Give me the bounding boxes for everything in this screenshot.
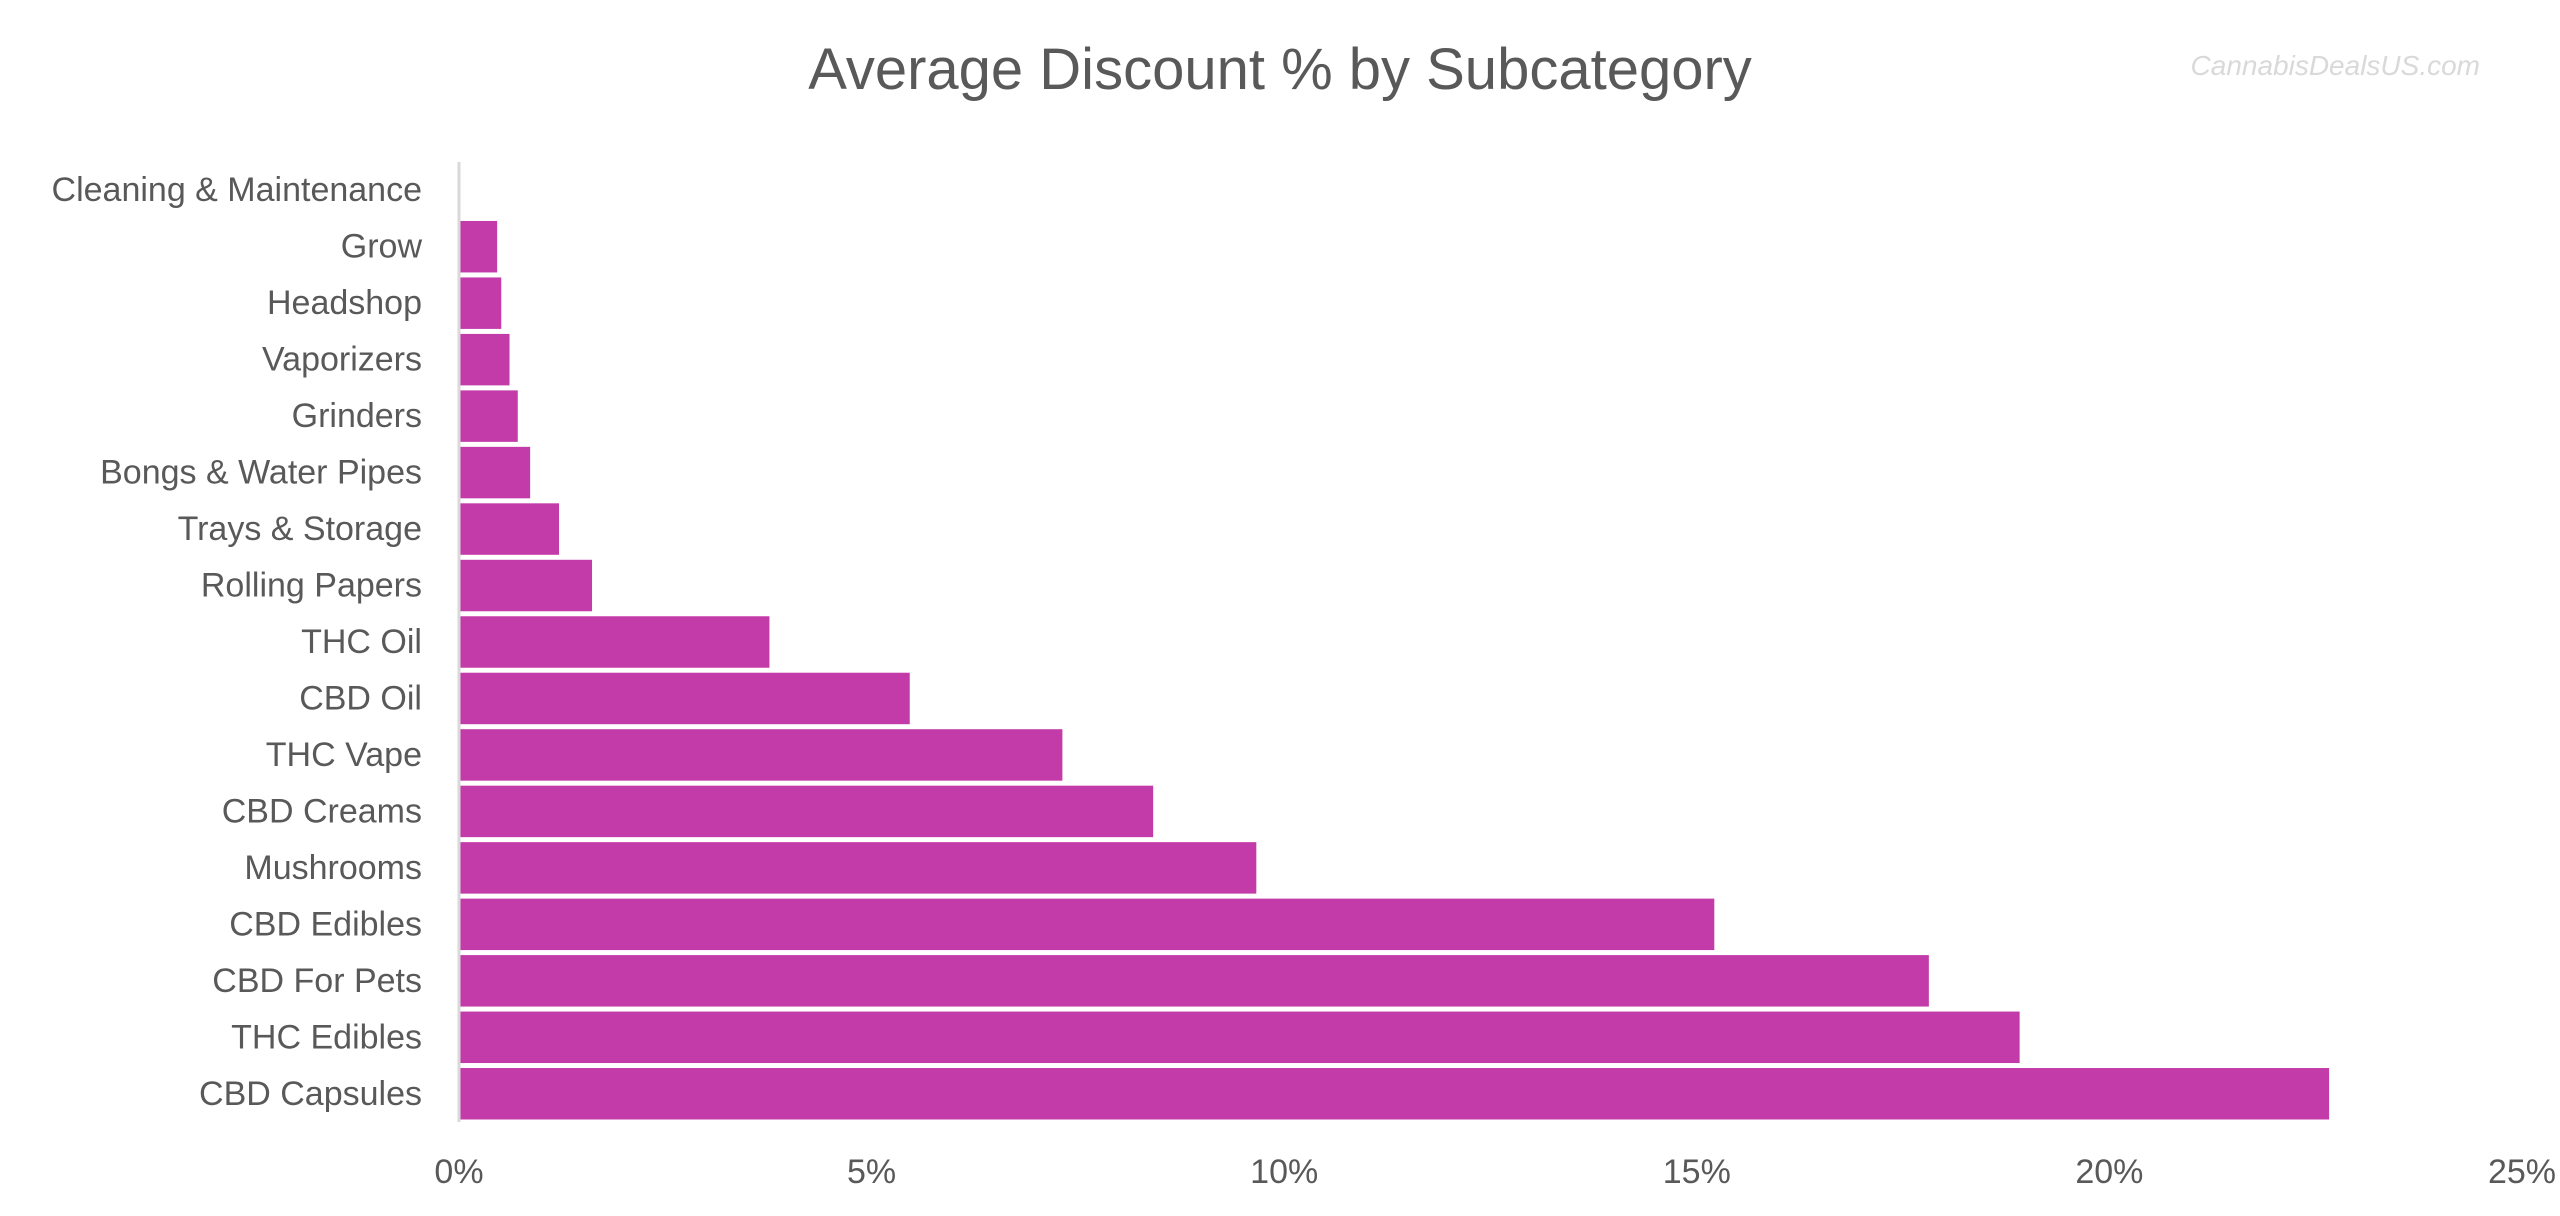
category-label-cbd-oil: CBD Oil xyxy=(299,679,422,717)
category-label-grinders: Grinders xyxy=(292,397,422,435)
chart-title: Average Discount % by Subcategory xyxy=(808,37,1752,102)
bar-rolling-papers xyxy=(460,559,593,612)
category-label-cbd-creams: CBD Creams xyxy=(222,792,422,830)
bar-cbd-edibles xyxy=(460,898,1715,951)
bar-grinders xyxy=(460,390,518,442)
category-label-bongs-and-water-pipes: Bongs & Water Pipes xyxy=(100,454,422,492)
bar-headshop xyxy=(460,277,502,329)
category-label-vaporizers: Vaporizers xyxy=(262,341,422,379)
x-tick-label-25: 25% xyxy=(2488,1153,2556,1191)
category-label-cleaning-and-maintenance: Cleaning & Maintenance xyxy=(52,171,422,209)
bar-cbd-for-pets xyxy=(460,955,1929,1007)
tick-labels-layer: 0% 5% 10% 15% 20% 25% xyxy=(434,1153,2556,1191)
bar-thc-edibles xyxy=(460,1011,2020,1064)
category-label-thc-edibles: THC Edibles xyxy=(231,1018,422,1056)
category-labels-layer: Cleaning & Maintenance Grow Headshop Vapori… xyxy=(52,171,423,1113)
category-label-mushrooms: Mushrooms xyxy=(244,849,422,887)
bars-layer xyxy=(460,220,2330,1120)
bar-vaporizers xyxy=(460,333,510,386)
bar-trays-and-storage xyxy=(460,503,560,555)
bar-mushrooms xyxy=(460,842,1257,894)
category-label-thc-vape: THC Vape xyxy=(266,736,422,774)
category-label-cbd-capsules: CBD Capsules xyxy=(199,1075,422,1113)
watermark: CannabisDealsUS.com xyxy=(2190,50,2480,81)
category-label-headshop: Headshop xyxy=(267,284,422,322)
bar-cbd-creams xyxy=(460,785,1154,838)
category-label-trays-and-storage: Trays & Storage xyxy=(178,510,422,548)
bar-thc-vape xyxy=(460,729,1063,781)
category-label-cbd-edibles: CBD Edibles xyxy=(229,905,422,943)
category-label-thc-oil: THC Oil xyxy=(301,623,422,661)
category-label-grow: Grow xyxy=(341,228,423,266)
category-label-cbd-for-pets: CBD For Pets xyxy=(212,962,422,1000)
x-tick-label-5: 5% xyxy=(847,1153,896,1191)
bar-grow xyxy=(460,220,498,273)
bar-cbd-capsules xyxy=(460,1068,2330,1120)
x-tick-label-10: 10% xyxy=(1250,1153,1318,1191)
x-tick-label-20: 20% xyxy=(2075,1153,2143,1191)
x-tick-label-15: 15% xyxy=(1663,1153,1731,1191)
bar-bongs-and-water-pipes xyxy=(460,446,531,499)
bar-thc-oil xyxy=(460,616,770,668)
category-label-rolling-papers: Rolling Papers xyxy=(201,567,422,605)
x-tick-label-0: 0% xyxy=(434,1153,483,1191)
bar-cbd-oil xyxy=(460,672,910,725)
